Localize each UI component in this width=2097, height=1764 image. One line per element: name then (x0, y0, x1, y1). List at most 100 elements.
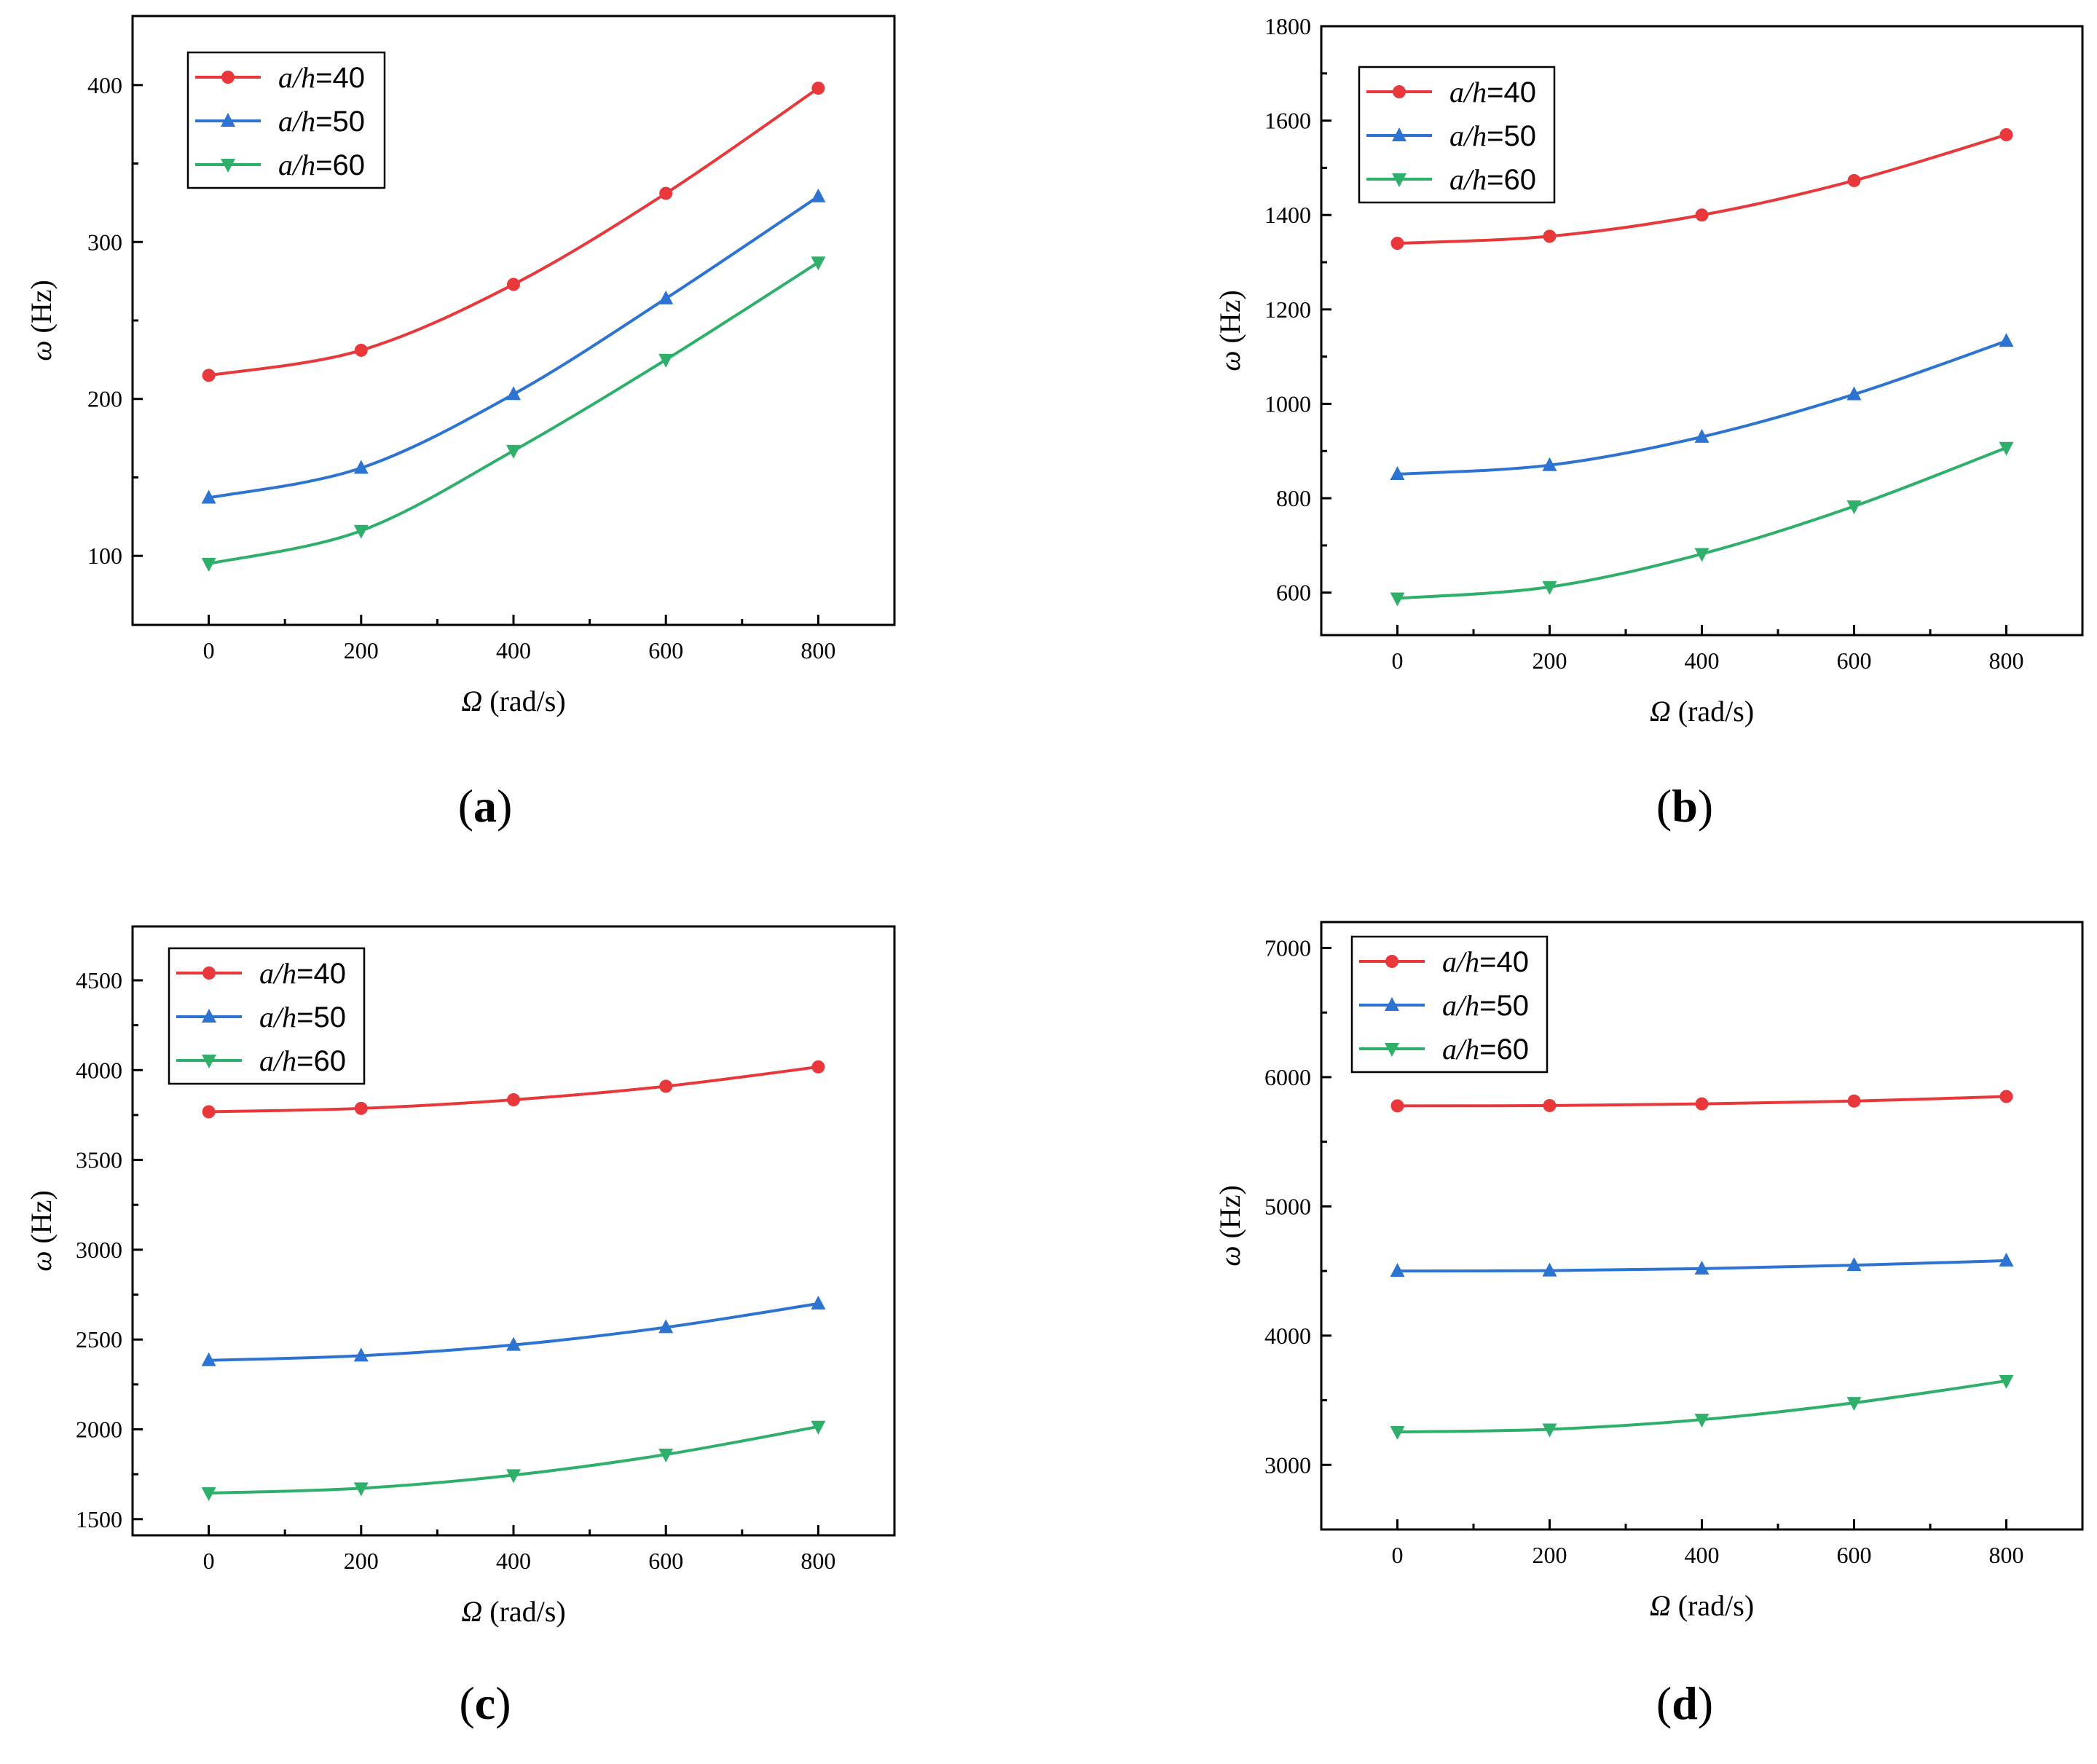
series-a-h-60 (201, 256, 826, 572)
series-line (208, 1302, 819, 1362)
legend-label: a/h=40 (259, 957, 346, 990)
data-point (811, 1295, 826, 1310)
x-tick-label: 800 (800, 637, 835, 664)
data-point (353, 460, 369, 474)
data-point (1694, 1414, 1710, 1428)
panel-caption: (c) (459, 1677, 511, 1729)
data-point (1999, 128, 2013, 142)
series-a-h-40 (1390, 1090, 2013, 1113)
legend-swatch-marker (1392, 127, 1406, 141)
y-tick-label: 600 (1276, 580, 1311, 606)
y-tick-label: 1600 (1264, 108, 1311, 134)
data-point (354, 1101, 368, 1115)
y-tick-label: 2500 (76, 1326, 122, 1352)
y-axis-title: ω (Hz) (1213, 1185, 1246, 1267)
legend-swatch-marker (221, 159, 235, 173)
data-point (201, 1487, 216, 1502)
y-tick-label: 7000 (1264, 934, 1311, 961)
x-tick-label: 600 (1837, 1542, 1872, 1568)
x-tick-label: 200 (344, 637, 379, 664)
data-point (1846, 500, 1862, 515)
x-tick-label: 0 (203, 1548, 215, 1574)
series-a-h-60 (1390, 1374, 2014, 1441)
x-tick-label: 200 (1533, 647, 1567, 674)
x-axis-title: Ω (rad/s) (461, 685, 565, 717)
data-point (1390, 237, 1404, 251)
y-axis-title: ω (Hz) (25, 1190, 58, 1272)
data-point (506, 444, 521, 459)
y-tick-label: 4000 (1264, 1323, 1311, 1349)
x-tick-label: 0 (1392, 647, 1404, 674)
legend-label: a/h=60 (1442, 1033, 1529, 1066)
legend: a/h=40 a/h=50 a/h=60 (168, 947, 366, 1085)
y-axis-title: ω (Hz) (25, 280, 58, 361)
data-point (354, 343, 368, 357)
panel-a: 0 200 400 600 800 100 200 300 400 Ω (rad/s) ω (Hz)… (25, 15, 896, 832)
legend-label: a/h=50 (278, 105, 365, 138)
series-a-h-50 (1390, 333, 2014, 481)
y-tick-label: 3000 (1264, 1452, 1311, 1478)
y-tick-label: 5000 (1264, 1193, 1311, 1219)
data-point (201, 557, 216, 572)
data-point (1846, 1397, 1862, 1411)
x-tick-label: 200 (344, 1548, 379, 1574)
data-point (1999, 1374, 2014, 1389)
y-axis-title: ω (Hz) (1213, 290, 1246, 371)
data-point (1542, 1262, 1557, 1277)
data-point (1695, 1097, 1709, 1111)
y-tick-label: 1000 (1264, 390, 1311, 417)
legend: a/h=40 a/h=50 a/h=60 (1350, 935, 1549, 1074)
legend-swatch-marker (1385, 1043, 1399, 1057)
x-axis-title: Ω (rad/s) (1650, 1589, 1754, 1622)
data-point (1999, 441, 2014, 456)
series-a-h-60 (1390, 441, 2014, 607)
legend-swatch-marker (202, 1055, 216, 1068)
data-point (1999, 1252, 2014, 1267)
data-point (506, 386, 521, 401)
y-tick-label: 2000 (76, 1417, 122, 1443)
data-point (1542, 580, 1557, 595)
data-point (1846, 386, 1862, 401)
panel-c: 0 200 400 600 800 1500 2000 2500 3000 3500 4000 450… (25, 925, 896, 1729)
x-tick-label: 800 (1989, 647, 2024, 674)
panel-caption: (d) (1656, 1677, 1713, 1729)
data-point (659, 186, 673, 200)
data-point (506, 1469, 521, 1484)
series-line (208, 261, 819, 565)
y-tick-label: 400 (87, 72, 122, 98)
series-a-h-50 (201, 188, 826, 504)
legend-swatch-marker (1385, 997, 1399, 1011)
data-point (658, 1449, 674, 1463)
y-tick-label: 1800 (1264, 13, 1311, 39)
legend-swatch-marker (202, 1009, 216, 1023)
y-tick-label: 1200 (1264, 296, 1311, 323)
series-a-h-50 (1390, 1252, 2014, 1277)
panel-b: 0 200 400 600 800 600 800 1000 1200 1400 1600 1800 Ω… (1213, 13, 2084, 832)
legend-swatch-marker (221, 71, 235, 84)
y-tick-label: 1400 (1264, 202, 1311, 228)
legend-swatch-marker (202, 966, 216, 980)
data-point (1847, 173, 1861, 187)
x-tick-label: 600 (1837, 647, 1872, 674)
data-point (1999, 333, 2014, 347)
data-point (506, 1336, 521, 1351)
data-point (1999, 1090, 2013, 1103)
x-axis-title: Ω (rad/s) (1650, 695, 1754, 728)
x-tick-label: 400 (496, 1548, 531, 1574)
legend: a/h=40 a/h=50 a/h=60 (186, 51, 386, 189)
data-point (1390, 1426, 1405, 1441)
series-a-h-40 (1390, 128, 2013, 251)
legend-label: a/h=50 (1442, 989, 1529, 1022)
data-point (202, 369, 216, 382)
data-point (1846, 1257, 1862, 1272)
data-point (811, 82, 825, 95)
data-point (1390, 1263, 1405, 1277)
legend-label: a/h=40 (1442, 945, 1529, 978)
x-tick-label: 0 (203, 637, 215, 664)
data-point (1390, 466, 1405, 481)
data-point (507, 277, 520, 291)
y-tick-label: 6000 (1264, 1064, 1311, 1090)
x-tick-label: 200 (1533, 1542, 1567, 1568)
legend-label: a/h=60 (278, 149, 365, 181)
